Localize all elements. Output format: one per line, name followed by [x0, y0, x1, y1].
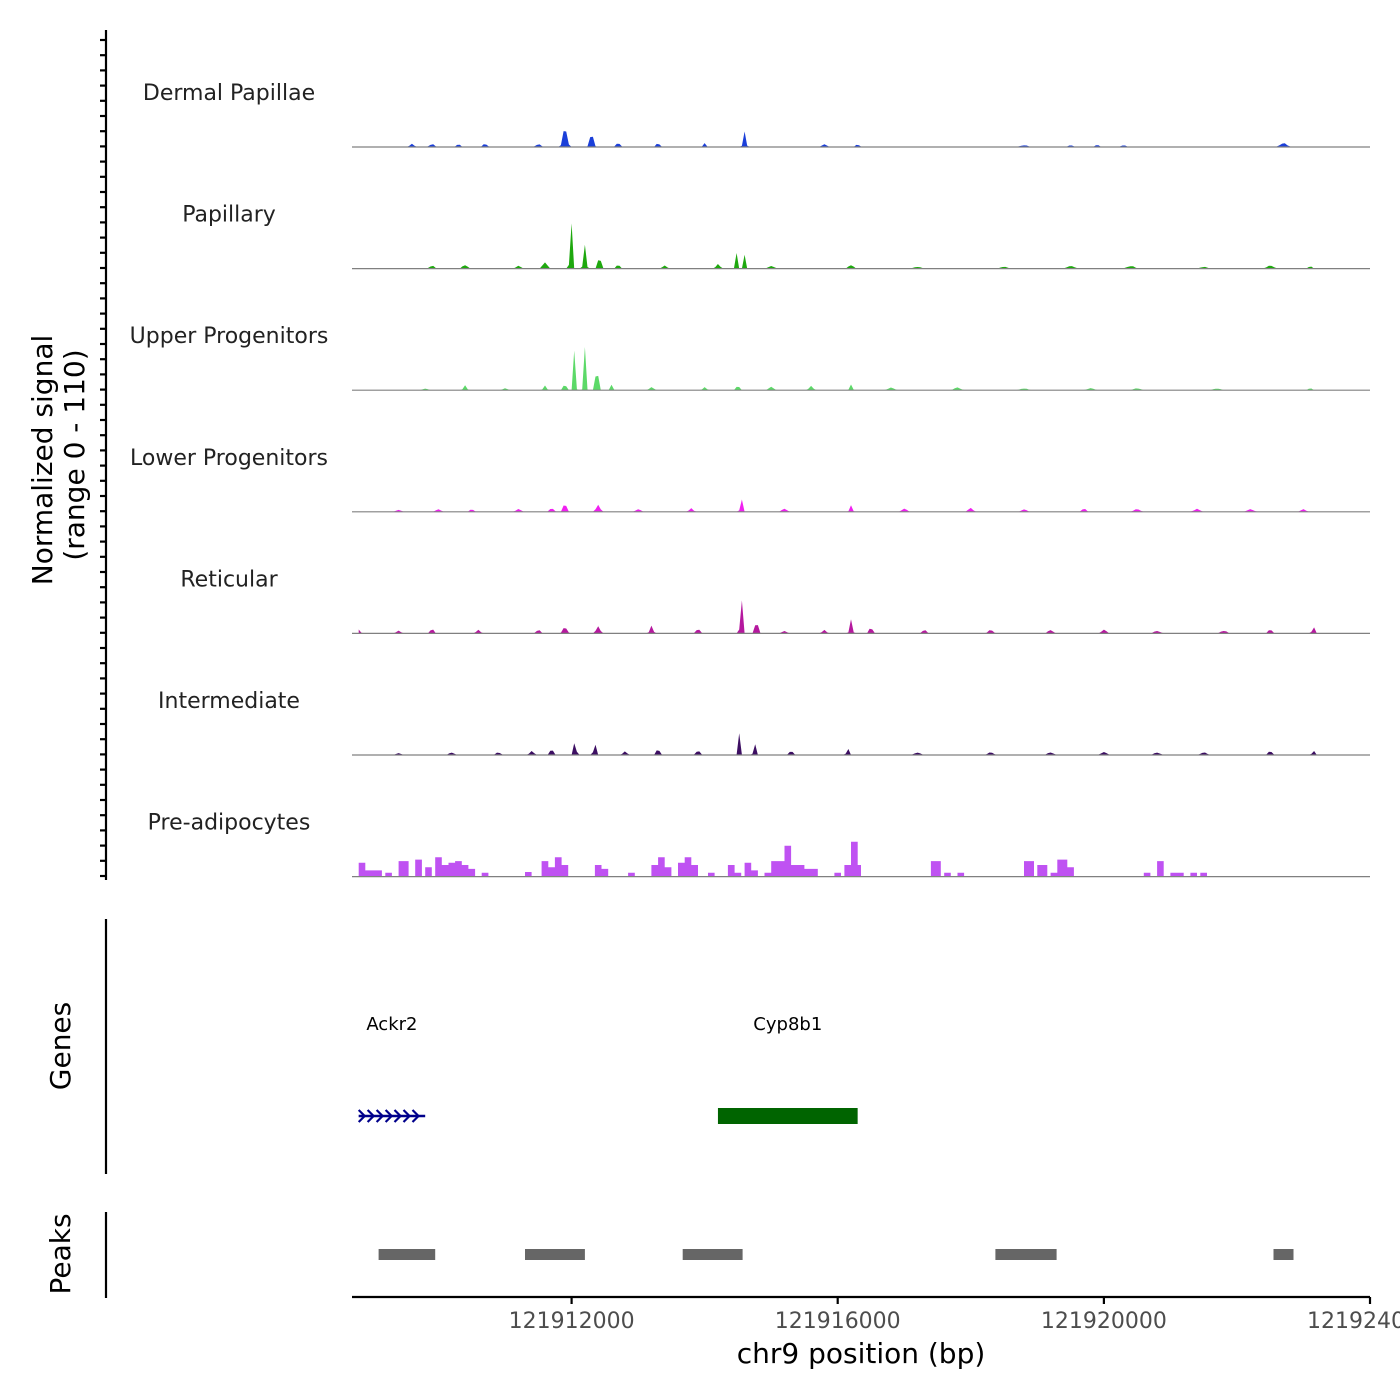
track-label: Lower Progenitors — [130, 446, 328, 471]
track-label: Reticular — [180, 567, 278, 592]
track-intermediate: Intermediate — [158, 689, 1370, 756]
signal-area — [358, 347, 1317, 391]
signal-panel: Normalized signal (range 0 - 110) Dermal… — [26, 30, 1370, 880]
track-pre-adipocytes: Pre-adipocytes — [148, 811, 1370, 878]
x-ticks: 121912000 121916000 121920000 121924000 — [509, 1297, 1400, 1334]
gene-body — [717, 1108, 858, 1124]
signal-ylabel-line1: Normalized signal — [26, 335, 59, 586]
x-axis-title: chr9 position (bp) — [737, 1337, 986, 1370]
signal-y-ticks — [100, 38, 106, 878]
x-axis: 121912000 121916000 121920000 121924000 chr… — [352, 1295, 1400, 1370]
signal-area — [358, 733, 1317, 755]
track-lower-progenitors: Lower Progenitors — [130, 446, 1370, 513]
strand-arrow — [375, 1109, 385, 1123]
x-tick-label: 121920000 — [1041, 1309, 1167, 1334]
track-label: Dermal Papillae — [143, 81, 315, 106]
peak-region — [378, 1249, 436, 1260]
peak-region — [525, 1249, 585, 1260]
signal-area — [358, 223, 1317, 269]
track-label: Papillary — [182, 203, 276, 228]
x-tick-label: 121916000 — [775, 1309, 901, 1334]
strand-arrow — [366, 1109, 376, 1123]
signal-area — [358, 499, 1317, 512]
strand-arrow — [357, 1109, 367, 1123]
signal-area — [358, 131, 1317, 147]
strand-arrow — [411, 1109, 421, 1123]
gene-ackr2: Ackr2 — [357, 1014, 426, 1123]
peak-regions — [378, 1249, 1294, 1260]
signal-area — [358, 600, 1317, 634]
gene-annotations: Ackr2 Cyp8b1 — [357, 1014, 858, 1124]
peak-region — [1273, 1249, 1294, 1260]
strand-arrow — [393, 1109, 403, 1123]
x-tick-label: 121912000 — [509, 1309, 635, 1334]
track-upper-progenitors: Upper Progenitors — [130, 324, 1370, 391]
track-label: Intermediate — [158, 689, 300, 714]
peaks-ylabel: Peaks — [44, 1213, 77, 1294]
peak-region — [995, 1249, 1057, 1260]
strand-arrow — [384, 1109, 394, 1123]
gene-cyp8b1: Cyp8b1 — [717, 1014, 858, 1124]
track-dermal-papillae: Dermal Papillae — [143, 81, 1370, 148]
signal-area — [358, 841, 1207, 877]
peaks-panel: Peaks — [44, 1212, 1294, 1298]
signal-tracks: Dermal Papillae Papillary Upper Progenitor… — [130, 81, 1370, 878]
track-label: Upper Progenitors — [130, 324, 329, 349]
x-tick-label: 121924000 — [1307, 1309, 1400, 1334]
track-reticular: Reticular — [180, 567, 1370, 635]
peak-region — [682, 1249, 743, 1260]
strand-arrow — [402, 1109, 412, 1123]
signal-ylabel-line2: (range 0 - 110) — [58, 349, 91, 560]
track-papillary: Papillary — [182, 203, 1370, 270]
genes-ylabel: Genes — [44, 1002, 77, 1090]
track-label: Pre-adipocytes — [148, 811, 311, 836]
gene-label: Cyp8b1 — [753, 1014, 822, 1035]
genes-panel: Genes Ackr2 Cyp8b1 — [44, 919, 858, 1174]
gene-label: Ackr2 — [366, 1014, 417, 1035]
